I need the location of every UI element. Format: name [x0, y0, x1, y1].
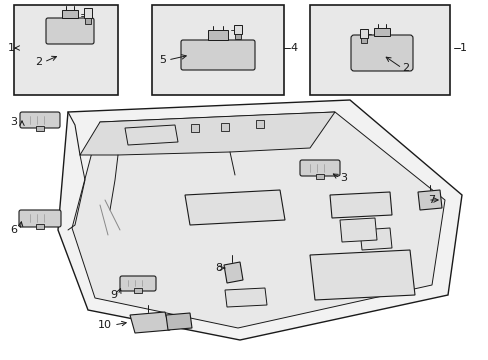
- Polygon shape: [125, 125, 178, 145]
- FancyBboxPatch shape: [20, 112, 60, 128]
- Polygon shape: [224, 288, 266, 307]
- Text: 7: 7: [427, 195, 434, 205]
- Polygon shape: [373, 28, 389, 36]
- Polygon shape: [72, 112, 444, 328]
- Bar: [309, 5, 449, 95]
- Polygon shape: [80, 112, 334, 155]
- Text: 1: 1: [8, 43, 15, 53]
- FancyBboxPatch shape: [350, 35, 412, 71]
- Text: 3: 3: [10, 117, 17, 127]
- Polygon shape: [130, 312, 170, 333]
- Text: 2: 2: [401, 63, 408, 73]
- Polygon shape: [235, 34, 241, 39]
- Polygon shape: [58, 100, 461, 340]
- Bar: [36, 126, 44, 131]
- FancyBboxPatch shape: [181, 40, 254, 70]
- FancyBboxPatch shape: [120, 276, 156, 291]
- Text: 5: 5: [159, 55, 165, 65]
- Text: 8: 8: [214, 263, 222, 273]
- Polygon shape: [224, 262, 243, 283]
- Text: 1: 1: [459, 43, 466, 53]
- FancyBboxPatch shape: [46, 18, 94, 44]
- FancyBboxPatch shape: [299, 160, 339, 176]
- Bar: [36, 224, 44, 229]
- Polygon shape: [207, 30, 227, 40]
- Polygon shape: [417, 190, 441, 210]
- Bar: [134, 288, 142, 293]
- Text: 2: 2: [35, 57, 42, 67]
- Polygon shape: [329, 192, 391, 218]
- Polygon shape: [359, 29, 367, 38]
- Polygon shape: [184, 190, 285, 225]
- Polygon shape: [309, 250, 414, 300]
- Text: 6: 6: [10, 225, 17, 235]
- Polygon shape: [339, 218, 376, 242]
- Polygon shape: [359, 228, 391, 250]
- Text: 4: 4: [289, 43, 297, 53]
- Text: 9: 9: [110, 290, 117, 300]
- Bar: [152, 5, 284, 95]
- Polygon shape: [360, 38, 366, 43]
- FancyBboxPatch shape: [19, 210, 61, 227]
- Polygon shape: [62, 10, 78, 18]
- Text: 3: 3: [339, 173, 346, 183]
- Bar: [14, 5, 118, 95]
- Text: 10: 10: [98, 320, 112, 330]
- Polygon shape: [165, 313, 192, 330]
- Polygon shape: [85, 18, 91, 24]
- Polygon shape: [84, 8, 92, 18]
- Bar: [315, 174, 324, 179]
- Polygon shape: [234, 25, 242, 34]
